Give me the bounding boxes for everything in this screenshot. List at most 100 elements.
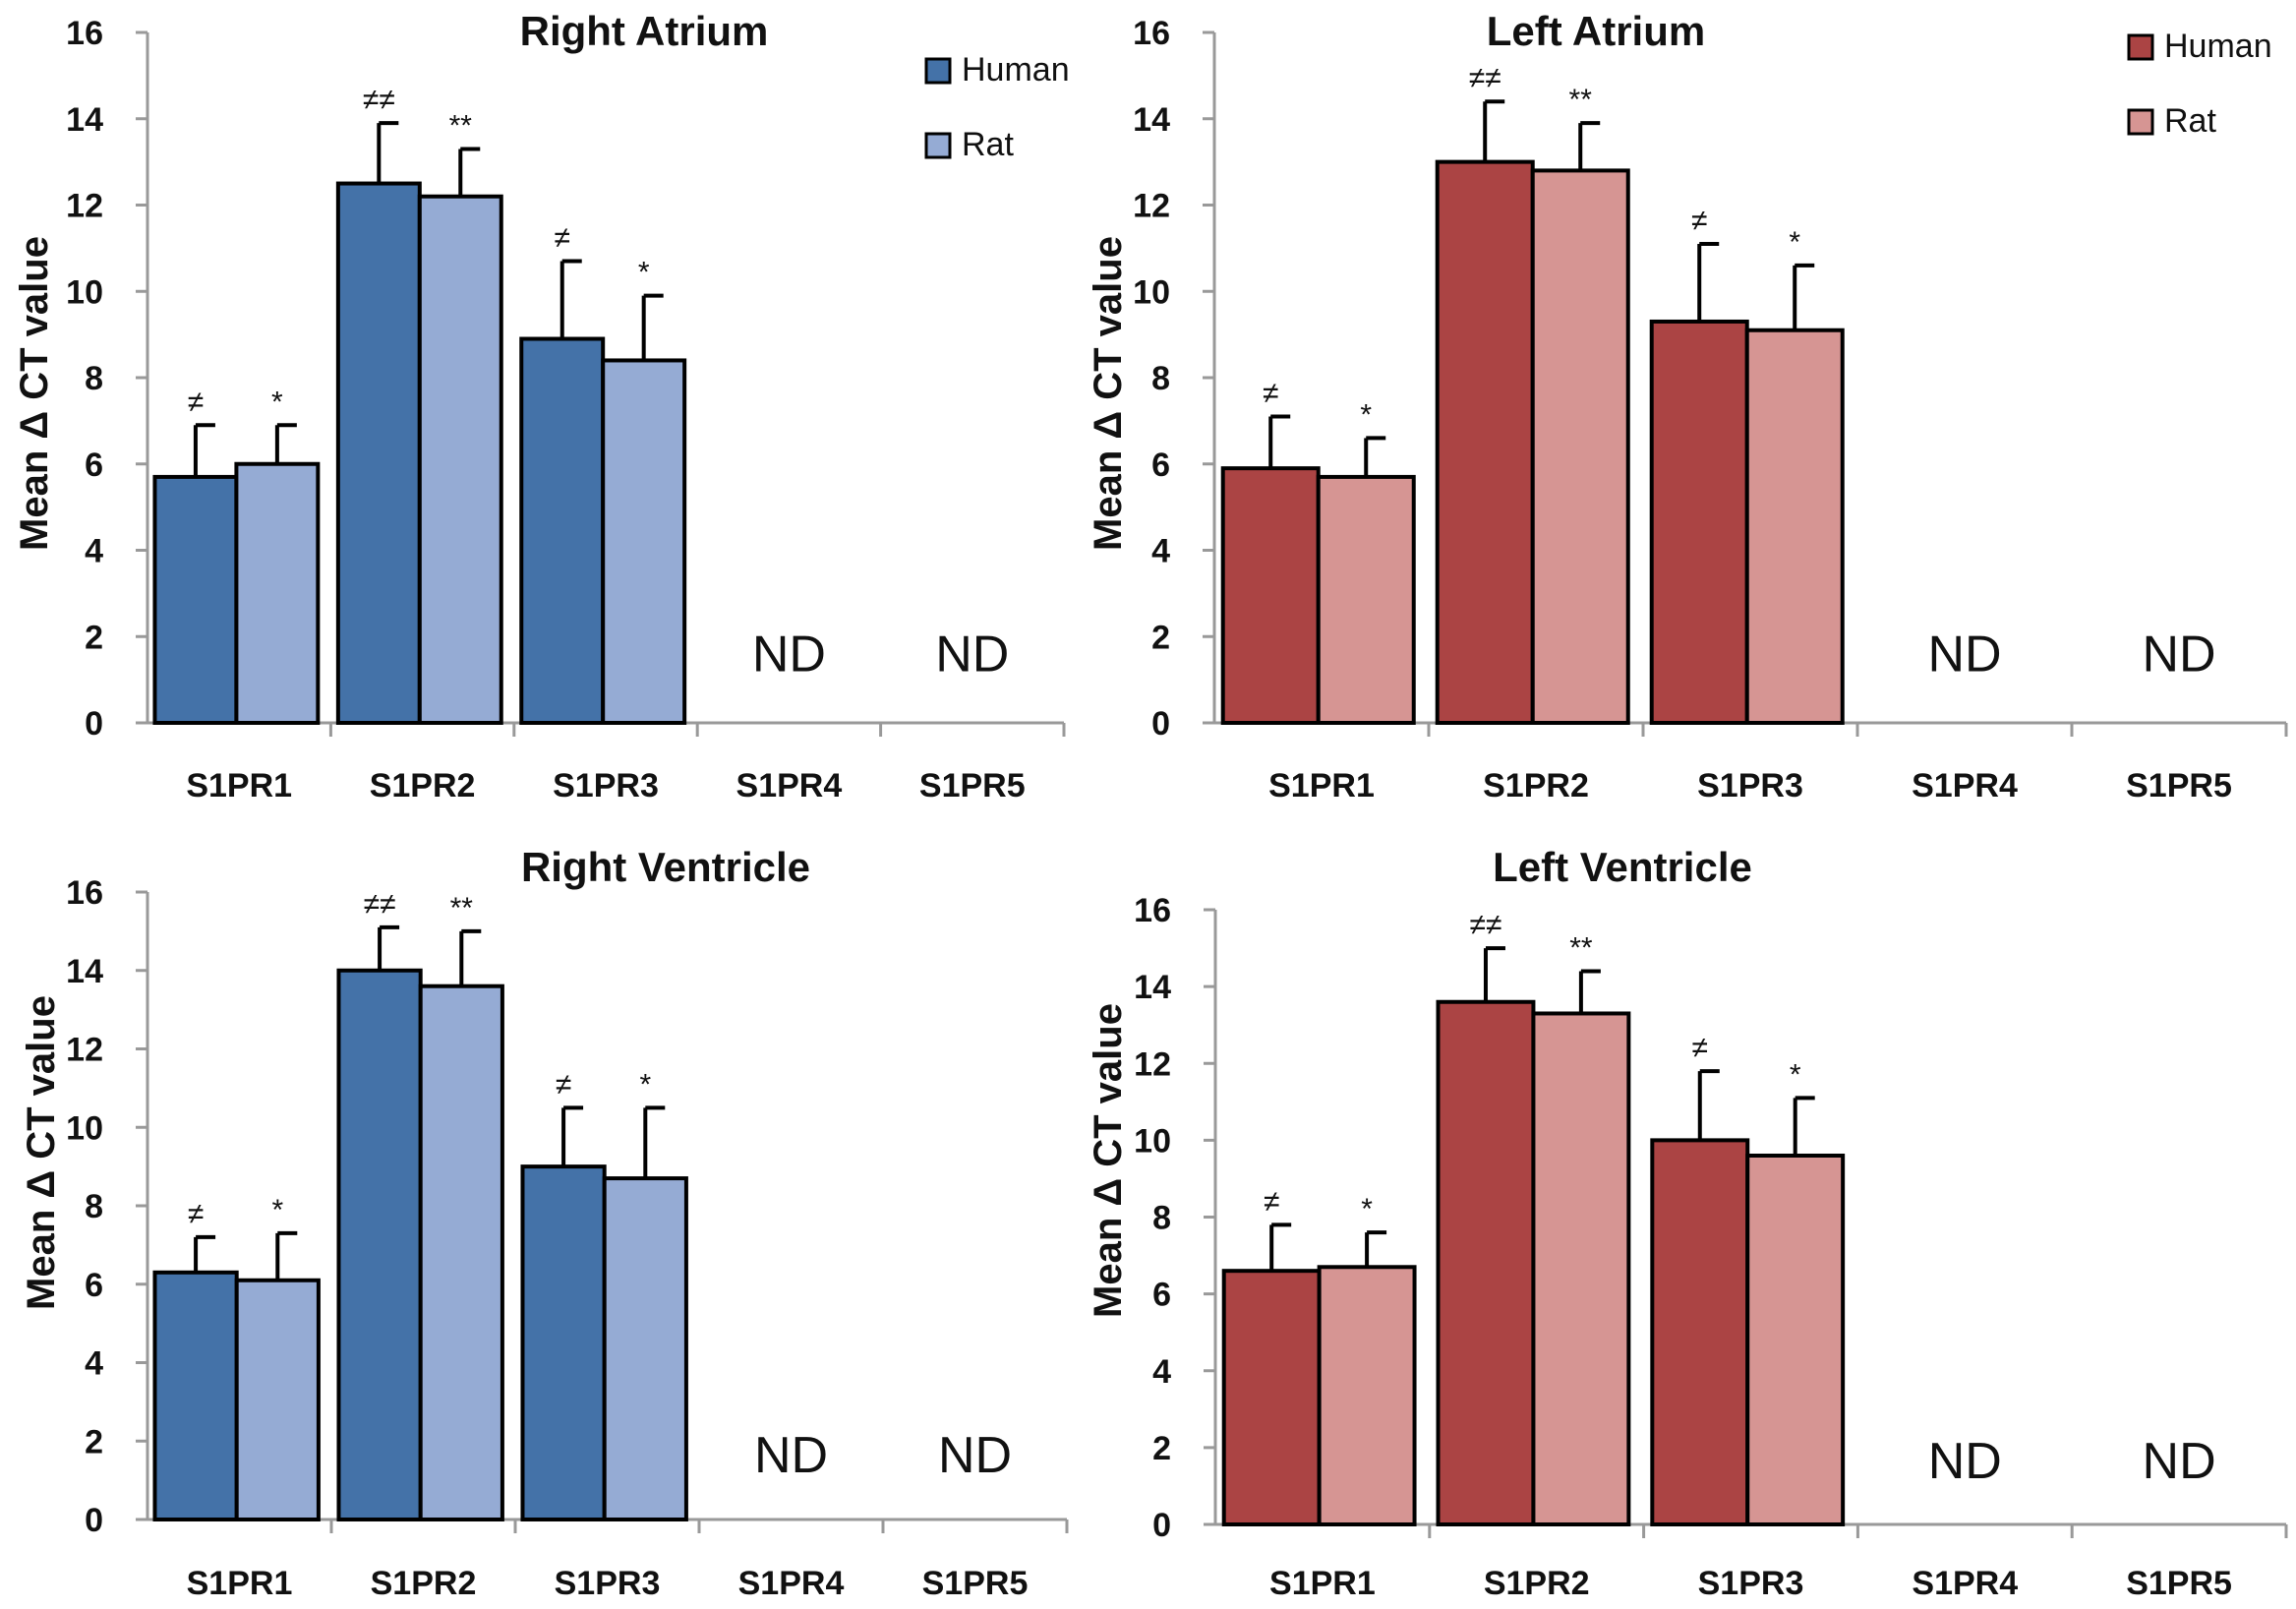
significance-mark: *	[638, 257, 650, 289]
significance-mark: ≠	[1264, 1185, 1279, 1218]
y-tick-label: 12	[1133, 188, 1170, 225]
y-tick-label: 4	[1151, 533, 1170, 570]
nd-label: ND	[1927, 626, 2001, 683]
bar-rat-s1pr2	[417, 194, 503, 726]
y-tick-label: 16	[66, 15, 103, 52]
y-tick-label: 6	[1152, 1277, 1171, 1314]
legend-swatch-human	[2127, 33, 2154, 61]
bar-human-s1pr1	[1220, 466, 1321, 725]
significance-mark: ≠≠	[364, 888, 396, 921]
y-tick-label: 14	[66, 953, 103, 990]
significance-mark: *	[1360, 398, 1372, 431]
bar-rat-s1pr3	[1744, 328, 1845, 725]
bar-human-s1pr2	[1436, 999, 1536, 1526]
legend-swatch-human	[924, 57, 952, 85]
y-axis-label: Mean Δ CT value	[1087, 1003, 1130, 1318]
significance-mark: *	[639, 1068, 651, 1101]
bar-human-s1pr1	[152, 474, 239, 725]
x-tick-label: S1PR4	[1912, 767, 2018, 804]
y-tick-label: 6	[85, 1267, 103, 1304]
bar-human-s1pr2	[1435, 159, 1535, 725]
y-tick-label: 14	[66, 101, 103, 139]
left-ventricle-chart: Left Ventricle 0 2 4 6 8 10 12 14 16 Mean Δ CT val…	[1087, 844, 2288, 1602]
x-tick-label: S1PR4	[736, 767, 843, 804]
significance-mark: ≠	[556, 1068, 571, 1101]
y-axis-label: Mean Δ CT value	[13, 236, 56, 551]
bar-rat-s1pr3	[1745, 1154, 1846, 1526]
significance-mark: **	[450, 892, 474, 924]
bar-rat-s1pr3	[601, 358, 687, 725]
y-tick-label: 12	[66, 188, 103, 225]
bar-human-s1pr3	[1649, 319, 1749, 725]
chart-title: Right Atrium	[520, 8, 769, 54]
chart-title: Left Atrium	[1487, 8, 1705, 54]
significance-mark: *	[271, 386, 283, 418]
y-tick-label: 10	[66, 273, 103, 311]
x-tick-label: S1PR3	[1697, 767, 1803, 804]
nd-label: ND	[1928, 1433, 2002, 1490]
x-tick-label: S1PR3	[555, 1565, 661, 1602]
x-tick-label: S1PR4	[1912, 1565, 2018, 1602]
significance-mark: *	[1361, 1193, 1373, 1225]
bar-rat-s1pr3	[602, 1176, 688, 1522]
y-tick-label: 2	[85, 619, 103, 656]
legend-label-rat: Rat	[2164, 102, 2216, 140]
y-axis-label: Mean Δ CT value	[1087, 236, 1130, 551]
y-axis-label: Mean Δ CT value	[20, 995, 63, 1310]
bar-rat-s1pr1	[234, 1278, 321, 1521]
x-tick-label: S1PR4	[738, 1565, 845, 1602]
bar-rat-s1pr1	[1316, 474, 1416, 725]
bar-rat-s1pr1	[234, 461, 321, 725]
x-tick-label: S1PR5	[919, 767, 1026, 804]
y-tick-label: 4	[85, 533, 103, 570]
significance-mark: ≠≠	[363, 84, 395, 116]
y-tick-label: 10	[1134, 1122, 1171, 1160]
y-tick-label: 16	[1134, 892, 1171, 929]
x-tick-label: S1PR5	[2126, 767, 2232, 804]
y-tick-label: 16	[1133, 15, 1170, 52]
legend-swatch-rat	[924, 132, 952, 159]
y-tick-label: 6	[85, 447, 103, 484]
bar-human-s1pr2	[336, 968, 423, 1521]
x-tick-label: S1PR5	[922, 1565, 1029, 1602]
nd-label: ND	[2143, 1433, 2216, 1490]
x-tick-label: S1PR2	[1484, 1565, 1590, 1602]
significance-mark: ≠	[1691, 205, 1707, 237]
y-tick-label: 10	[66, 1109, 103, 1147]
x-tick-label: S1PR1	[1269, 1565, 1376, 1602]
y-tick-label: 2	[1152, 1430, 1171, 1467]
significance-mark: ≠	[554, 222, 569, 255]
x-tick-label: S1PR1	[187, 1565, 293, 1602]
legend-label-rat: Rat	[962, 126, 1014, 163]
left-atrium-chart: Left Atrium 0 2 4 6 8 10 12 14 16 Mean Δ CT value S…	[1087, 8, 2288, 804]
significance-mark: **	[1569, 84, 1593, 116]
y-tick-label: 16	[66, 874, 103, 912]
significance-mark: **	[1569, 932, 1593, 965]
y-tick-label: 8	[1151, 360, 1170, 397]
bar-rat-s1pr2	[1530, 168, 1630, 725]
nd-label: ND	[752, 626, 826, 683]
significance-mark: *	[1790, 1058, 1801, 1091]
y-tick-label: 0	[85, 1502, 103, 1539]
y-tick-label: 12	[1134, 1045, 1171, 1083]
y-tick-label: 14	[1134, 969, 1171, 1006]
bar-human-s1pr3	[1650, 1138, 1750, 1526]
significance-mark: *	[271, 1194, 283, 1226]
significance-mark: ≠	[1692, 1032, 1708, 1064]
legend-swatch-rat	[2127, 108, 2154, 136]
nd-label: ND	[935, 626, 1009, 683]
y-tick-label: 0	[1152, 1507, 1171, 1544]
significance-mark: ≠	[188, 1198, 204, 1230]
y-tick-label: 10	[1133, 273, 1170, 311]
bar-human-s1pr3	[520, 1164, 607, 1521]
y-tick-label: 2	[85, 1423, 103, 1460]
y-tick-label: 14	[1133, 101, 1170, 139]
nd-label: ND	[938, 1427, 1012, 1484]
bar-rat-s1pr1	[1317, 1265, 1417, 1526]
y-tick-label: 0	[85, 705, 103, 743]
legend-label-human: Human	[2164, 28, 2272, 65]
bar-human-s1pr3	[519, 336, 606, 725]
x-tick-label: S1PR3	[1698, 1565, 1804, 1602]
x-tick-label: S1PR1	[1268, 767, 1375, 804]
x-tick-label: S1PR2	[1483, 767, 1589, 804]
